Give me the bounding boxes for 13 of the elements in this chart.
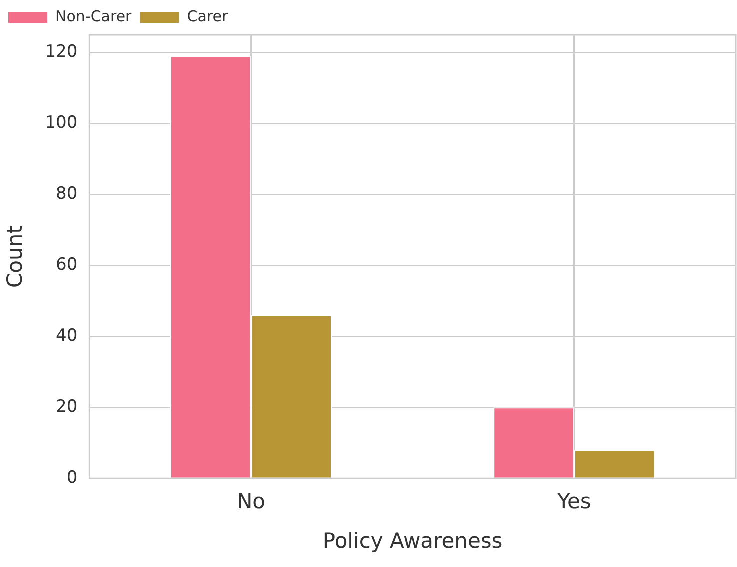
- y-tick-label: 60: [56, 255, 78, 276]
- x-tick-label: Yes: [556, 490, 592, 514]
- y-tick-label: 20: [56, 397, 78, 418]
- y-tick-label: 40: [56, 326, 78, 346]
- y-tick-label: 0: [66, 468, 78, 488]
- x-tick-label: No: [236, 490, 266, 514]
- y-axis-title: Count: [3, 226, 28, 288]
- y-tick-label: 120: [45, 42, 78, 62]
- legend-label: Carer: [187, 7, 229, 26]
- y-tick-label: 100: [45, 113, 78, 134]
- legend-label: Non-Carer: [56, 7, 133, 26]
- x-axis-title: Policy Awareness: [322, 528, 503, 553]
- y-tick-label: 80: [56, 184, 78, 204]
